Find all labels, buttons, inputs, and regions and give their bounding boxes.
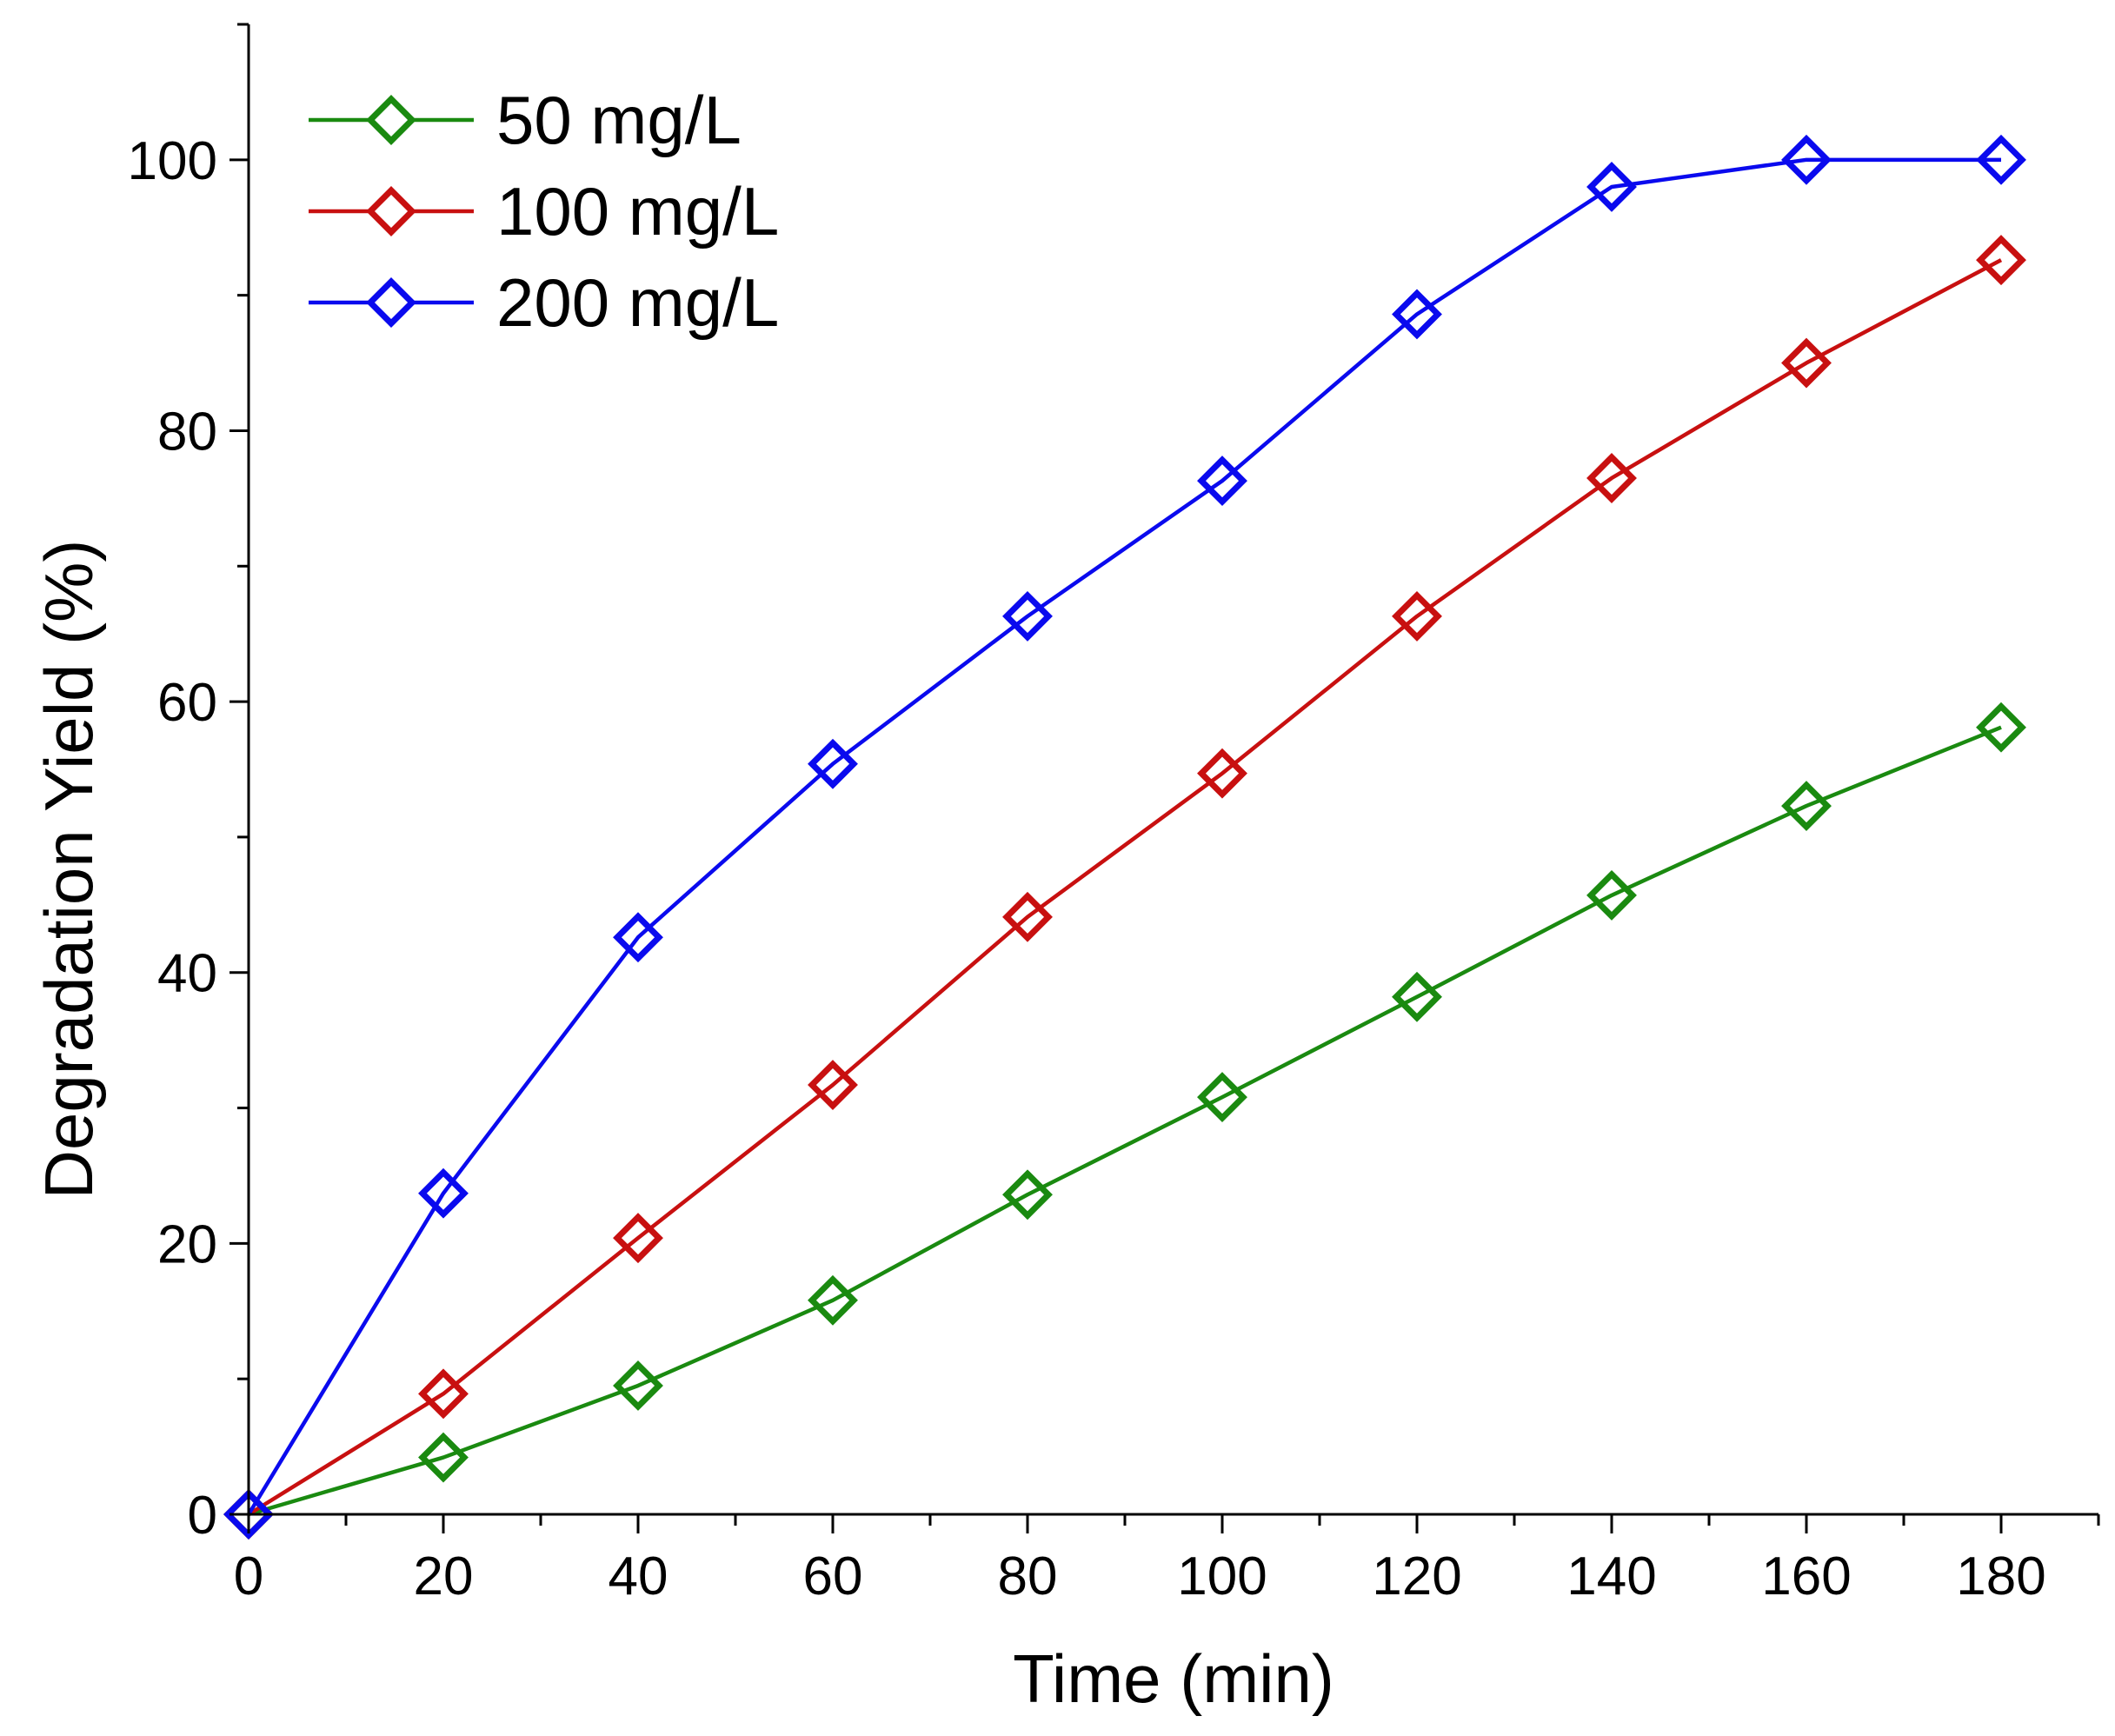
y-tick-label: 0 xyxy=(188,1486,217,1546)
data-point-marker xyxy=(1392,971,1442,1022)
data-point-marker xyxy=(418,1167,469,1219)
data-point-marker xyxy=(1002,590,1053,642)
data-point-marker xyxy=(1586,162,1637,212)
legend-label: 200 mg/L xyxy=(496,264,779,341)
data-point-marker xyxy=(613,1213,663,1264)
data-point-marker xyxy=(613,1360,663,1411)
data-point-marker xyxy=(1781,337,1832,389)
x-tick-label: 40 xyxy=(609,1546,668,1606)
y-tick-label: 60 xyxy=(157,673,217,733)
series-50-mg-l xyxy=(223,702,2026,1540)
data-point-marker xyxy=(1976,134,2026,185)
data-point-marker xyxy=(613,912,663,963)
x-axis-title: Time (min) xyxy=(1013,1640,1334,1717)
data-point-marker xyxy=(1197,748,1247,799)
data-point-marker xyxy=(223,1489,274,1540)
legend-item: 200 mg/L xyxy=(309,264,779,341)
y-tick-label: 40 xyxy=(157,944,217,1004)
legend: 50 mg/L 100 mg/L 200 mg/L xyxy=(309,82,779,341)
x-tick-label: 0 xyxy=(234,1546,263,1606)
series-line xyxy=(248,725,2002,1517)
legend-item: 100 mg/L xyxy=(309,173,779,249)
y-tick-label: 20 xyxy=(157,1214,217,1274)
x-tick-label: 60 xyxy=(803,1546,863,1606)
axes: 0 20 40 60 80 100 120 140 160 180 0 20 40 60 80 100 xyxy=(128,23,2100,1606)
data-point-marker xyxy=(1392,590,1442,642)
data-point-marker xyxy=(808,738,858,789)
x-tick-label: 160 xyxy=(1761,1546,1851,1606)
legend-marker xyxy=(366,277,416,328)
x-tick-label: 180 xyxy=(1956,1546,2045,1606)
data-point-marker xyxy=(1586,453,1637,503)
data-point-marker xyxy=(808,1274,858,1326)
legend-label: 50 mg/L xyxy=(496,82,742,158)
legend-label: 100 mg/L xyxy=(496,173,779,249)
data-point-marker xyxy=(1392,289,1442,340)
data-point-marker xyxy=(808,1060,858,1111)
plot-area xyxy=(223,134,2026,1540)
data-point-marker xyxy=(1781,134,1832,185)
series-line xyxy=(247,157,2001,1516)
y-tick-label: 80 xyxy=(157,402,217,462)
x-tick-label: 20 xyxy=(414,1546,474,1606)
data-point-marker xyxy=(418,1368,469,1420)
data-point-marker xyxy=(1586,869,1637,921)
x-tick-label: 120 xyxy=(1372,1546,1461,1606)
data-point-marker xyxy=(1002,891,1053,942)
data-point-marker xyxy=(1002,1169,1053,1221)
x-tick-label: 140 xyxy=(1566,1546,1656,1606)
legend-marker xyxy=(366,186,416,236)
data-point-marker xyxy=(1197,456,1247,507)
legend-item: 50 mg/L xyxy=(309,82,742,158)
data-point-marker xyxy=(418,1432,469,1483)
x-tick-label: 80 xyxy=(998,1546,1058,1606)
data-point-marker xyxy=(1781,781,1832,832)
x-tick-label: 100 xyxy=(1177,1546,1267,1606)
legend-marker xyxy=(366,95,416,145)
series-200-mg-l xyxy=(223,134,2026,1540)
y-tick-label: 100 xyxy=(128,131,217,191)
series-line xyxy=(247,258,2003,1516)
data-point-marker xyxy=(1197,1072,1247,1123)
data-point-marker xyxy=(1976,235,2026,286)
y-axis-title: Degradation Yield (%) xyxy=(30,540,107,1200)
data-point-marker xyxy=(1976,702,2026,753)
